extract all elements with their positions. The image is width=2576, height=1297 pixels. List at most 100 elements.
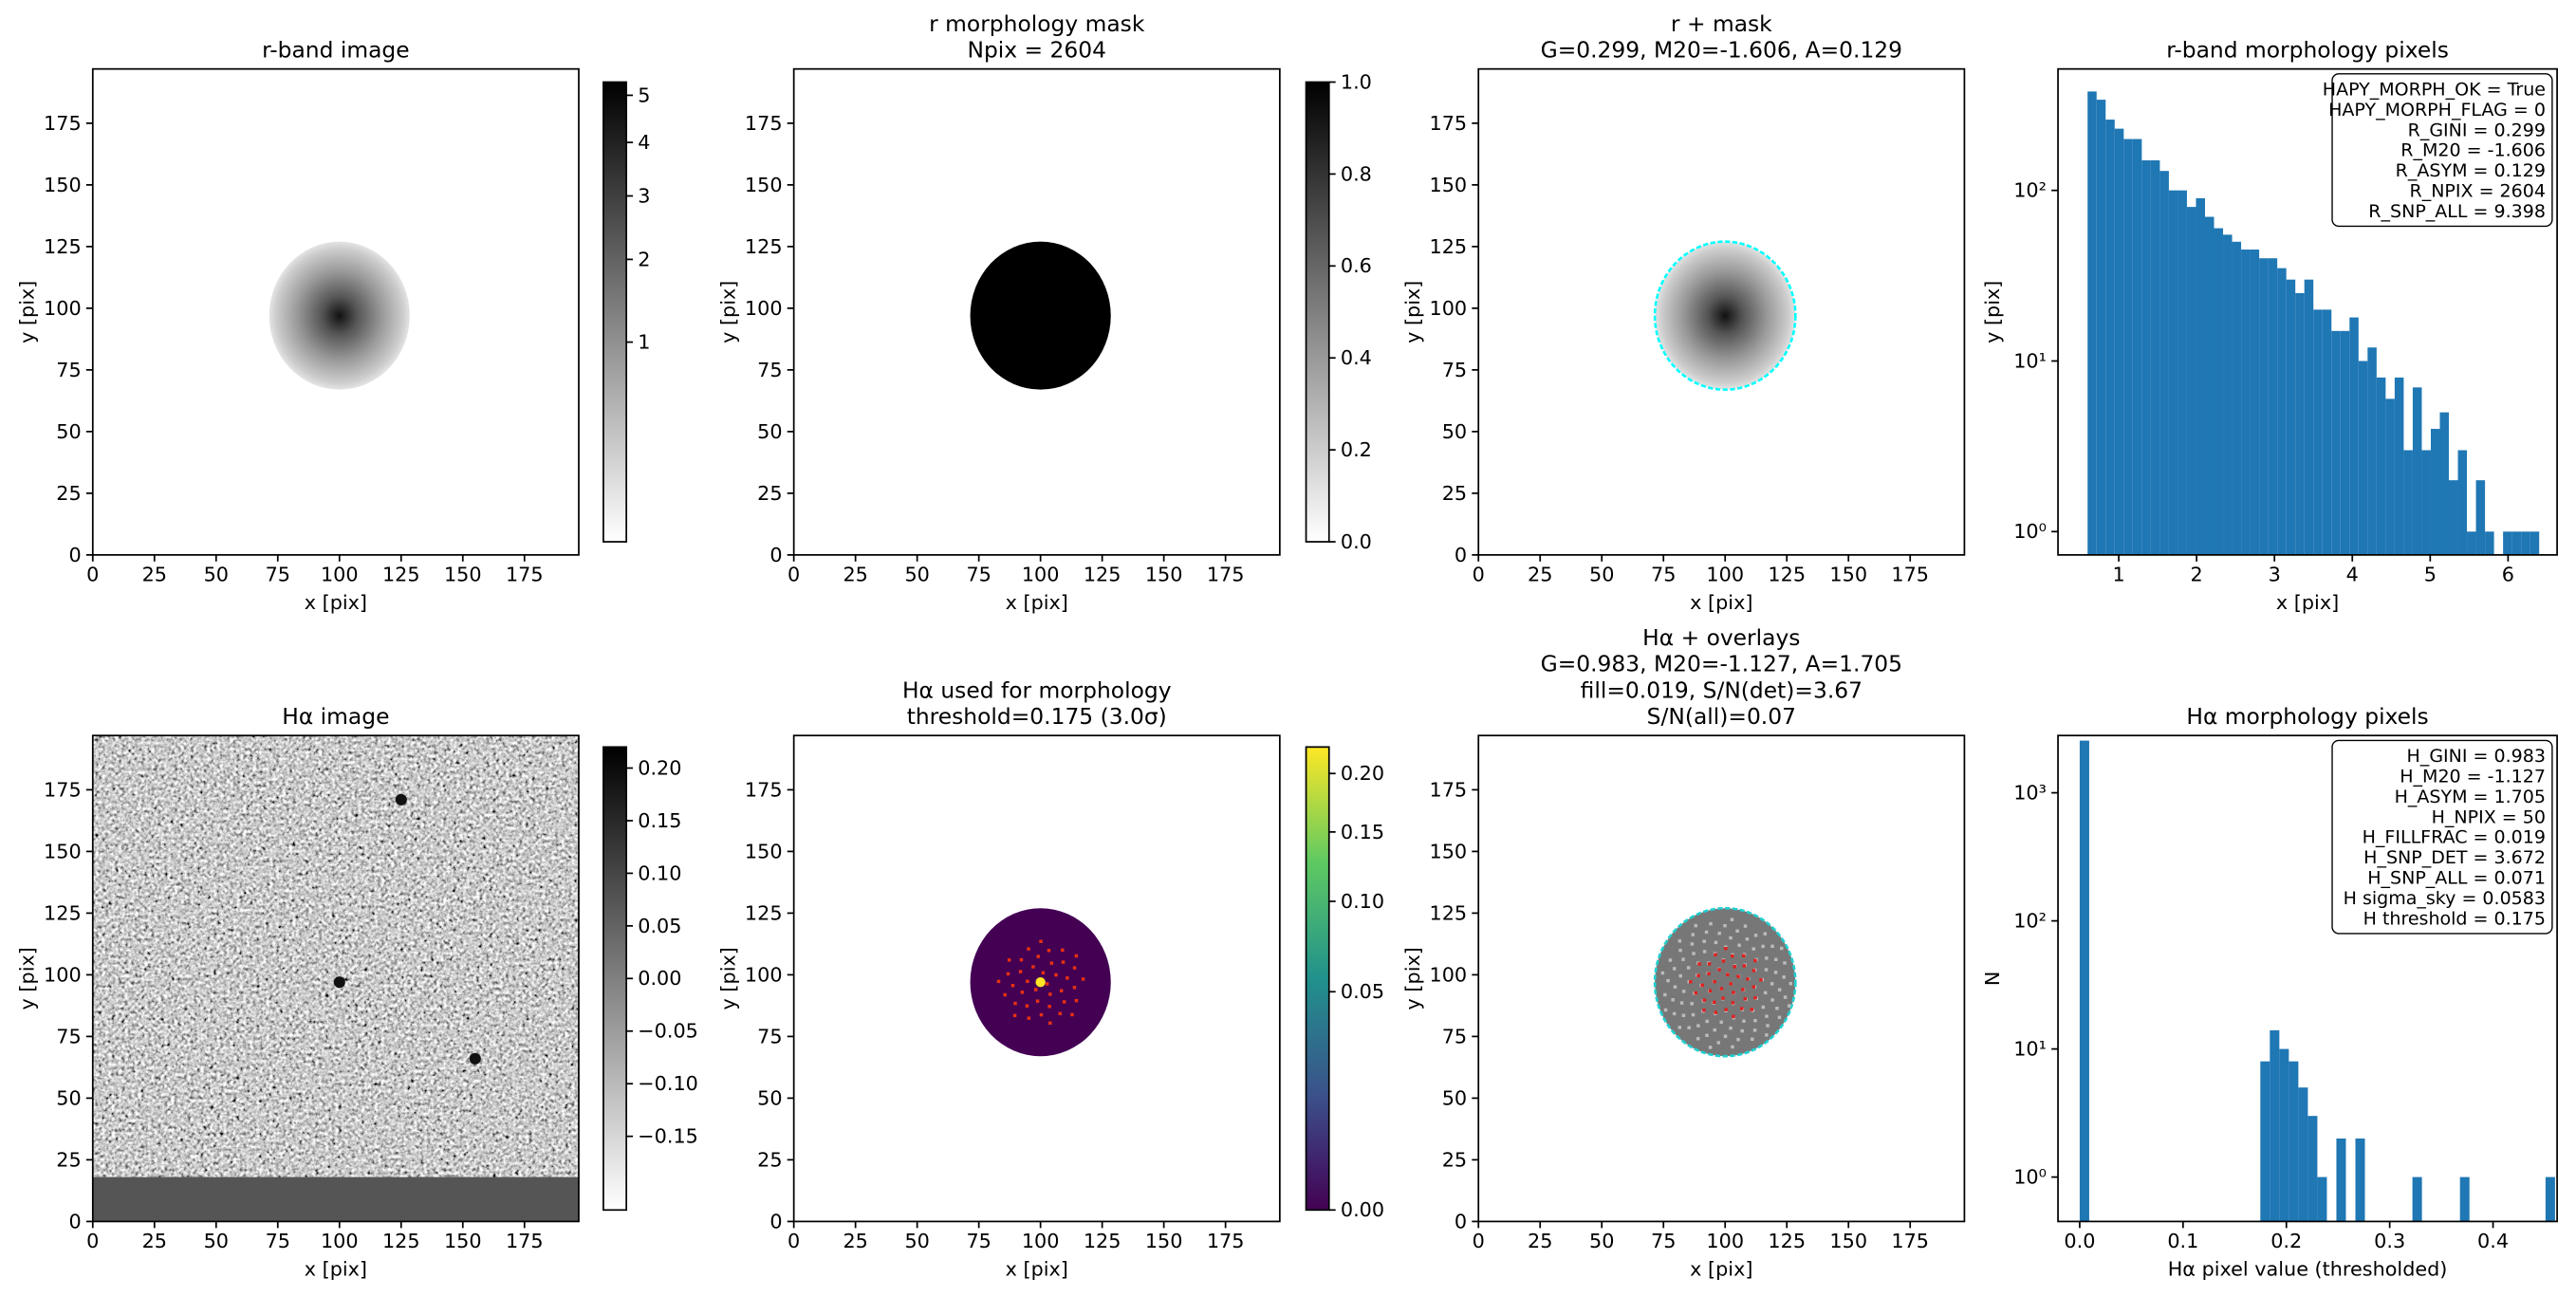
x-tick-label: 0.3 [2374,1230,2405,1252]
colorbar-tick-label: 0.00 [1341,1198,1384,1221]
image-content [1775,1007,1779,1010]
image-content [1750,1008,1754,1011]
image-content [1709,921,1713,926]
x-axis-label: x [pix] [305,1258,367,1281]
image-content [1048,992,1052,996]
image-content [1668,958,1673,962]
bar [2289,1061,2299,1222]
x-tick-label: 150 [1145,1230,1183,1252]
image-content [1705,1033,1709,1037]
colorbar-tick-label: 0.05 [638,915,681,937]
x-tick-label: 6 [2502,564,2514,586]
y-tick-label: 125 [1430,901,1468,924]
image-content [1700,983,1704,988]
bar [2439,412,2450,555]
image-content [1708,989,1713,993]
image-content [1774,957,1778,961]
image-content [1681,1013,1686,1017]
bar [2268,258,2278,555]
bar [2412,387,2422,555]
bar [2394,377,2404,555]
chart-title: Hα + overlays [1642,624,1800,651]
image [1478,735,1965,1222]
bar [2196,197,2205,555]
image-content [1783,995,1788,999]
image-content [1039,1012,1044,1017]
x-tick-label: 0 [788,1230,800,1252]
bar [2376,377,2386,555]
image-content [395,793,407,806]
x-axis-label: x [pix] [305,591,367,614]
y-axis-label: y [pix] [1401,281,1424,343]
image-content [1751,985,1756,989]
annotation: HAPY_MORPH_FLAG = 0 [2328,100,2546,120]
y-tick-label: 75 [56,359,81,381]
image-content [1072,986,1077,990]
annotation-box [2331,739,2553,935]
x-tick-label: 100 [1022,1230,1060,1252]
image-content [1047,1005,1051,1009]
image-content [1012,1013,1017,1018]
bar [2223,234,2233,555]
bar [2511,531,2522,555]
y-tick-label: 150 [44,174,82,196]
y-tick-label: 125 [44,235,82,258]
image-content [1702,939,1706,943]
image-content [1730,917,1734,921]
x-tick-label: 75 [966,564,991,586]
x-tick-label: 25 [843,1230,867,1252]
colorbar-tick-label: 4 [638,131,650,154]
colorbar-tick-label: 2 [638,248,650,270]
axes-frame [1477,734,1966,1223]
image-content [1753,995,1757,1000]
image-content [1751,947,1755,951]
x-tick-label: 25 [142,564,167,586]
bar [2132,139,2142,555]
bar [2322,309,2332,555]
x-tick-label: 125 [1084,564,1121,586]
image-content [1765,1033,1769,1037]
x-tick-label: 4 [2346,564,2359,586]
image-content [1761,1005,1766,1010]
colorbar [602,81,628,543]
annotation: R_NPIX = 2604 [2410,181,2546,202]
image-content [1058,1011,1063,1016]
image-content [1761,944,1765,949]
bar [2123,139,2133,555]
x-tick-label: 0 [1473,564,1485,586]
image-content [1653,240,1797,391]
image [92,68,579,555]
image-content [1713,1028,1717,1032]
x-tick-label: 175 [1207,1230,1245,1252]
bar [2317,1177,2327,1222]
image-content [1673,967,1677,971]
image-content [1019,957,1024,962]
y-tick-label: 50 [757,1086,782,1109]
image-content [1714,953,1717,957]
image-content [1723,923,1727,928]
image-content [1671,998,1675,1002]
image-content [1765,1014,1769,1018]
y-tick-label: 0 [1455,1210,1467,1232]
chart-title: r morphology mask [929,10,1145,37]
image-content [1753,1018,1757,1023]
image-content [1673,985,1677,989]
y-tick-label: 100 [745,963,783,986]
y-tick-label: 175 [1430,112,1468,135]
image-content [1035,999,1040,1003]
colorbar-tick-label: 5 [638,83,650,106]
x-tick-label: 175 [506,564,544,586]
bar [2336,1138,2346,1222]
bar [2270,1029,2280,1222]
x-tick-label: 150 [444,564,482,586]
image-content [1039,939,1043,943]
image-content [1027,947,1030,951]
x-tick-label: 100 [1706,1230,1744,1252]
y-tick-label: 0 [1455,544,1467,566]
bar [2412,1177,2422,1222]
image-content [1681,990,1686,993]
chart-title: fill=0.019, S/N(det)=3.67 [1581,676,1863,703]
image-content [1788,1004,1791,1008]
bar [2150,160,2160,555]
image-content [1663,1008,1668,1012]
